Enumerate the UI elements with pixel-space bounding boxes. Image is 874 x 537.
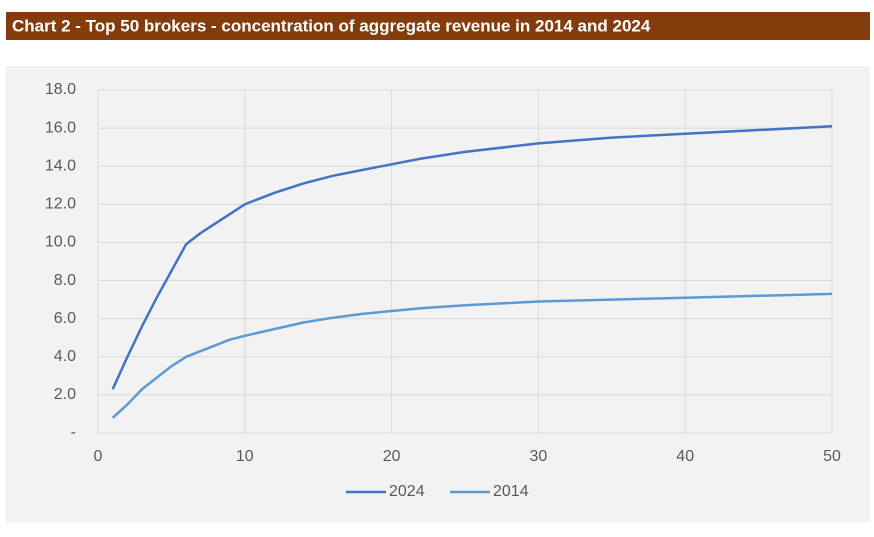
y-tick-label: 12.0 <box>45 196 76 213</box>
y-tick-label: - <box>71 424 76 441</box>
y-tick-label: 2.0 <box>54 386 76 403</box>
x-tick-label: 40 <box>676 448 694 465</box>
y-tick-label: 4.0 <box>54 348 76 365</box>
y-tick-label: 14.0 <box>45 157 76 174</box>
chart-title: Chart 2 - Top 50 brokers - concentration… <box>12 16 651 35</box>
series-line <box>111 124 833 390</box>
title-bar <box>6 12 870 40</box>
chart-area <box>6 66 870 522</box>
x-tick-label: 10 <box>236 448 254 465</box>
x-tick-label: 50 <box>823 448 841 465</box>
legend-label: 2024 <box>389 483 425 500</box>
x-tick-label: 20 <box>383 448 401 465</box>
legend-label: 2014 <box>493 483 529 500</box>
series-line <box>111 292 833 419</box>
y-tick-label: 16.0 <box>45 119 76 136</box>
y-tick-label: 18.0 <box>45 81 76 98</box>
x-tick-label: 30 <box>530 448 548 465</box>
y-tick-label: 8.0 <box>54 272 76 289</box>
y-tick-label: 10.0 <box>45 234 76 251</box>
y-tick-label: 6.0 <box>54 310 76 327</box>
x-tick-label: 0 <box>94 448 103 465</box>
